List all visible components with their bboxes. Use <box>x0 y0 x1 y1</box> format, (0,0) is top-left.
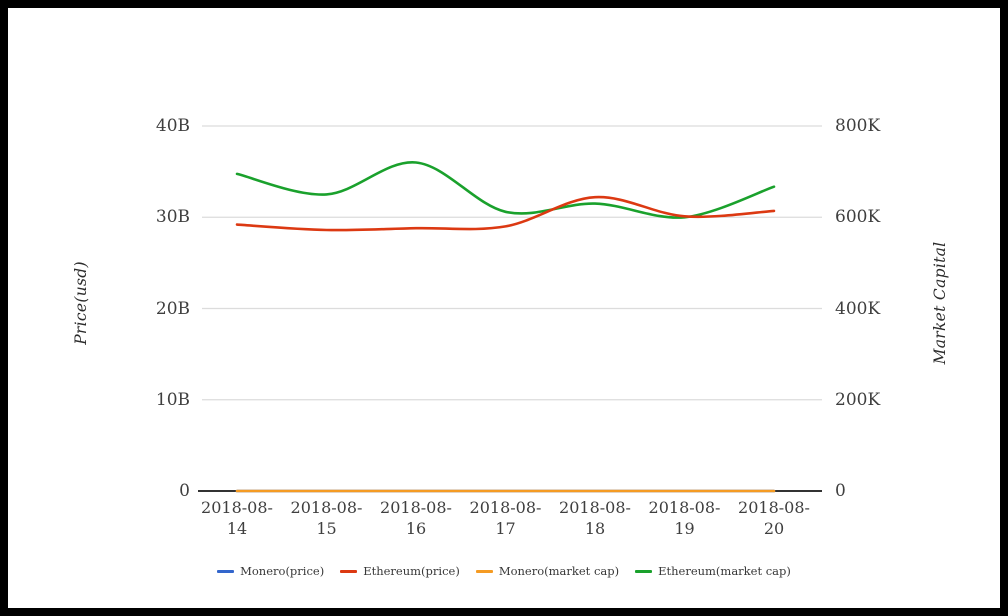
x-tick-line1: 2018-08- <box>469 498 542 517</box>
x-tick-label: 2018-08- 16 <box>356 497 476 539</box>
x-tick-label: 2018-08- 18 <box>535 497 655 539</box>
x-tick-line2: 16 <box>405 519 427 538</box>
legend-line-marker <box>340 569 358 573</box>
left-axis-title: Price(usd) <box>72 261 90 345</box>
series-line-ethereum-price- <box>235 195 776 232</box>
x-tick-line2: 14 <box>226 519 248 538</box>
legend-label: Monero(market cap) <box>498 564 620 578</box>
x-tick-line1: 2018-08- <box>380 498 452 517</box>
x-tick-line2: 20 <box>763 519 785 538</box>
legend-line-marker <box>475 569 493 573</box>
plot-area <box>198 125 822 493</box>
x-tick-line2: 19 <box>674 519 695 538</box>
right-axis-tick: 800K <box>835 116 881 136</box>
x-tick-line2: 17 <box>495 519 516 538</box>
legend-line-marker <box>635 569 653 573</box>
x-tick-label: 2018-08- 14 <box>177 497 297 539</box>
x-tick-label: 2018-08- 20 <box>714 497 834 539</box>
right-axis-tick: 0 <box>835 481 846 501</box>
chart-legend: Monero(price) Ethereum(price) Monero(marke… <box>8 564 1000 578</box>
legend-item-monero-price-[interactable]: Monero(price) <box>217 564 324 578</box>
left-axis-tick: 40B <box>155 116 190 136</box>
right-axis-tick: 200K <box>835 389 881 410</box>
left-axis-tick: 10B <box>155 389 190 410</box>
x-tick-line1: 2018-08- <box>201 498 273 517</box>
legend-label: Ethereum(market cap) <box>658 564 791 578</box>
x-tick-label: 2018-08- 17 <box>446 497 566 539</box>
legend-item-ethereum-price-[interactable]: Ethereum(price) <box>340 564 460 578</box>
x-tick-line1: 2018-08- <box>648 498 721 517</box>
x-tick-line1: 2018-08- <box>738 498 810 517</box>
x-tick-label: 2018-08- 19 <box>625 497 745 539</box>
x-tick-line2: 18 <box>584 519 606 538</box>
legend-label: Ethereum(price) <box>363 564 460 578</box>
right-axis-tick: 400K <box>835 298 881 319</box>
legend-line-marker <box>217 569 235 573</box>
legend-label: Monero(price) <box>240 564 325 578</box>
right-axis-tick: 600K <box>835 207 881 228</box>
legend-item-monero-market-cap-[interactable]: Monero(market cap) <box>475 564 620 578</box>
x-tick-label: 2018-08- 15 <box>267 497 387 539</box>
left-axis-tick: 30B <box>155 207 190 228</box>
right-axis-title: Market Capital <box>931 241 949 365</box>
left-axis-tick: 20B <box>155 298 190 319</box>
x-tick-line2: 15 <box>316 519 337 538</box>
series-line-ethereum-market-cap- <box>235 161 776 219</box>
x-tick-line1: 2018-08- <box>290 498 363 517</box>
left-axis-tick: 0 <box>179 481 190 501</box>
legend-item-ethereum-market-cap-[interactable]: Ethereum(market cap) <box>635 564 791 578</box>
x-tick-line1: 2018-08- <box>559 498 631 517</box>
chart-canvas: 0 10B 20B 30B 40B 0 200K 400K 600K 800K 2018-08-… <box>8 8 1000 608</box>
